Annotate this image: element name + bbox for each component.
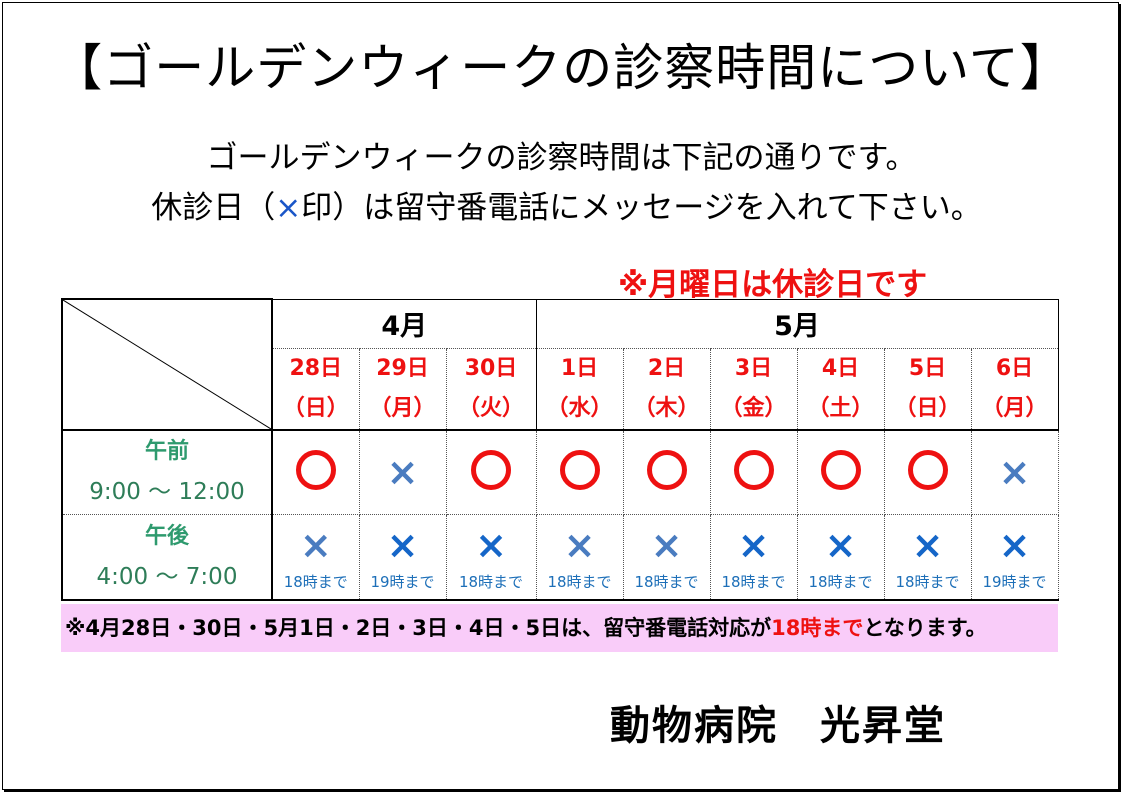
clinic-name: 動物病院 光昇堂	[610, 703, 946, 749]
intro-line-2: 休診日（×印）は留守番電話にメッセージを入れて下さい。	[0, 182, 1123, 227]
answering-machine-hours: 18時まで	[634, 573, 699, 592]
monday-closed-notice: ※月曜日は休診日です	[618, 267, 928, 303]
intro-line-2-after: 印）は留守番電話にメッセージを入れて下さい。	[301, 190, 982, 226]
footer-note-before: ※4月28日・30日・5月1日・2日・3日・4日・5日は、留守番電話対応が	[65, 616, 772, 640]
page-title: 【ゴールデンウィークの診察時間について】	[52, 39, 1071, 97]
closed-cross-icon: ×	[386, 523, 419, 568]
day-weekday: （月）	[369, 395, 436, 421]
closed-cross-icon: ×	[998, 450, 1031, 495]
footer-note-after: となります。	[863, 616, 987, 640]
closed-mark-icon: ×	[275, 190, 302, 226]
day-weekday: （月）	[981, 395, 1048, 421]
day-header: 2日 （木）	[622, 347, 711, 431]
answering-machine-hours: 18時まで	[458, 573, 524, 592]
answering-machine-hours: 18時まで	[283, 573, 348, 592]
intro-line-2-before: 休診日（	[151, 190, 276, 226]
open-circle-icon	[295, 450, 336, 491]
open-circle-icon	[471, 450, 511, 491]
am-status-cell	[796, 429, 885, 515]
day-date: 30日	[464, 355, 518, 381]
pm-status-cell: × 19時まで	[970, 513, 1059, 601]
am-row: 午前 9:00 ～ 12:00 × ×	[61, 429, 1059, 515]
answering-machine-hours: 18時まで	[721, 573, 786, 592]
day-header: 28日 （日）	[271, 347, 360, 431]
day-date: 1日	[560, 355, 599, 381]
pm-status-cell: × 18時まで	[796, 513, 885, 601]
pm-status-cell: × 18時まで	[883, 513, 972, 601]
am-label: 午前	[144, 439, 189, 465]
day-weekday: （日）	[894, 395, 961, 421]
day-header: 29日 （月）	[358, 347, 447, 431]
pm-status-cell: × 18時まで	[709, 513, 798, 601]
am-status-cell	[271, 429, 360, 515]
day-date: 6日	[995, 355, 1034, 381]
day-date: 5日	[908, 355, 947, 381]
am-status-cell: ×	[970, 429, 1059, 515]
answering-machine-hours: 18時まで	[547, 573, 612, 592]
pm-status-cell: × 19時まで	[358, 513, 447, 601]
am-status-cell	[535, 429, 624, 515]
am-hours: 9:00 ～ 12:00	[89, 479, 245, 506]
open-circle-icon	[907, 450, 948, 491]
closed-cross-icon: ×	[650, 523, 683, 568]
am-status-cell	[622, 429, 711, 515]
pm-status-cell: × 18時まで	[271, 513, 360, 601]
open-circle-icon	[646, 450, 687, 491]
pm-label: 午後	[144, 523, 189, 549]
day-date: 2日	[647, 355, 686, 381]
month-may: 5月	[535, 298, 1059, 349]
day-header: 4日 （土）	[796, 347, 885, 431]
footer-note-highlight: 18時まで	[771, 616, 864, 640]
closed-cross-icon: ×	[475, 523, 507, 568]
day-weekday: （木）	[633, 395, 700, 421]
answering-machine-hours: 19時まで	[982, 573, 1047, 592]
day-header: 1日 （水）	[535, 347, 624, 431]
pm-status-cell: × 18時まで	[445, 513, 537, 601]
closed-cross-icon: ×	[911, 523, 944, 568]
day-header: 6日 （月）	[970, 347, 1059, 431]
schedule-table: 4月 5月 28日 （日） 29日 （月） 30日 （火） 1日 （水） 2日 （木） 3日 （金） 4…	[61, 298, 1059, 601]
table-corner	[61, 298, 273, 431]
day-header: 5日 （日）	[883, 347, 972, 431]
am-status-cell: ×	[358, 429, 447, 515]
day-date: 28日	[289, 355, 343, 381]
closed-cross-icon: ×	[563, 523, 596, 568]
day-row: 28日 （日） 29日 （月） 30日 （火） 1日 （水） 2日 （木） 3日 （金） 4日 （土） 5日…	[62, 347, 1059, 431]
am-label-cell: 午前 9:00 ～ 12:00	[61, 429, 273, 515]
pm-status-cell: × 18時まで	[622, 513, 711, 601]
answering-machine-hours: 18時まで	[808, 573, 873, 592]
day-weekday: （金）	[720, 395, 787, 421]
footer-note: ※4月28日・30日・5月1日・2日・3日・4日・5日は、留守番電話対応が18時…	[61, 604, 1058, 652]
am-status-cell	[709, 429, 798, 515]
closed-cross-icon: ×	[386, 450, 419, 495]
month-april: 4月	[271, 298, 537, 349]
diagonal-line	[64, 301, 270, 428]
closed-cross-icon: ×	[299, 523, 332, 568]
day-date: 4日	[821, 355, 860, 381]
pm-row: 午後 4:00 ～ 7:00 × 18時まで × 19時まで × 18時まで × 18時まで × 1…	[61, 513, 1059, 601]
open-circle-icon	[559, 450, 600, 491]
pm-label-cell: 午後 4:00 ～ 7:00	[61, 513, 273, 601]
open-circle-icon	[820, 450, 861, 491]
day-date: 29日	[376, 355, 429, 381]
day-weekday: （水）	[546, 395, 613, 421]
closed-cross-icon: ×	[737, 523, 770, 568]
closed-cross-icon: ×	[998, 523, 1031, 568]
answering-machine-hours: 19時まで	[370, 573, 435, 592]
pm-status-cell: × 18時まで	[535, 513, 624, 601]
intro-line-1: ゴールデンウィークの診察時間は下記の通りです。	[206, 140, 917, 176]
day-header: 30日 （火）	[445, 347, 537, 431]
am-status-cell	[883, 429, 972, 515]
day-weekday: （土）	[807, 395, 874, 421]
answering-machine-hours: 18時まで	[895, 573, 960, 592]
day-weekday: （日）	[282, 395, 349, 421]
day-header: 3日 （金）	[709, 347, 798, 431]
open-circle-icon	[733, 450, 774, 491]
pm-hours: 4:00 ～ 7:00	[96, 563, 238, 590]
day-weekday: （火）	[457, 395, 524, 421]
day-date: 3日	[734, 355, 773, 381]
am-status-cell	[445, 429, 537, 515]
closed-cross-icon: ×	[824, 523, 857, 568]
